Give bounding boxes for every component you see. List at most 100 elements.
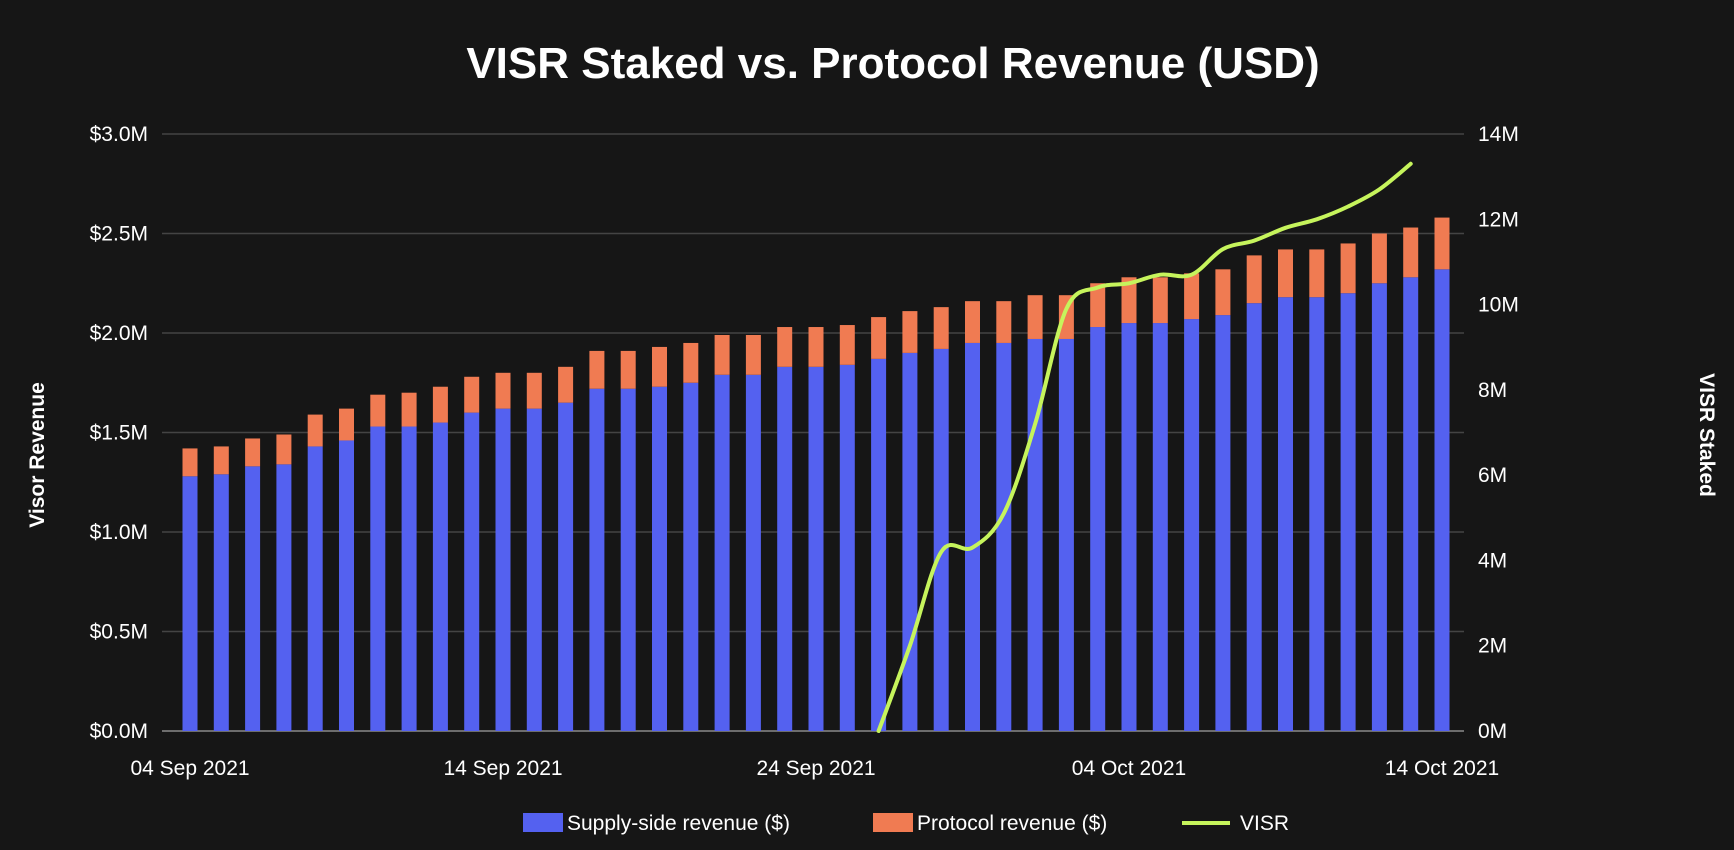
right-tick-label: 0M (1478, 720, 1507, 743)
left-tick-label: $1.0M (90, 521, 148, 544)
supply-side-bar (620, 388, 636, 731)
legend-swatch-protocol (873, 813, 913, 832)
protocol-revenue-bar (464, 376, 480, 413)
supply-side-bar (1184, 319, 1200, 731)
protocol-revenue-bar (620, 350, 636, 389)
x-tick-label: 04 Sep 2021 (130, 757, 249, 780)
supply-side-bar (902, 352, 918, 731)
protocol-revenue-bar (1278, 249, 1293, 298)
legend-swatch-supply-side (523, 813, 563, 832)
supply-side-bar (370, 426, 386, 731)
protocol-revenue-bar (714, 334, 730, 375)
protocol-revenue-bar (1403, 227, 1419, 278)
supply-side-bar (839, 364, 855, 731)
protocol-revenue-bar (1121, 277, 1137, 324)
supply-side-bar (808, 366, 824, 731)
supply-side-bar (871, 358, 887, 731)
x-tick-label: 24 Sep 2021 (756, 757, 875, 780)
protocol-revenue-bar (1058, 295, 1074, 339)
supply-side-bar (339, 440, 354, 731)
chart-title: VISR Staked vs. Protocol Revenue (USD) (466, 39, 1319, 88)
supply-side-bar (401, 426, 417, 731)
supply-side-bar (714, 374, 730, 731)
protocol-revenue-bar (1215, 269, 1231, 316)
left-tick-label: $0.0M (90, 720, 148, 743)
supply-side-bar (745, 374, 761, 731)
right-tick-label: 14M (1478, 123, 1519, 146)
protocol-revenue-bar (1246, 255, 1262, 304)
protocol-revenue-bar (1309, 249, 1325, 298)
left-tick-label: $2.5M (90, 223, 148, 246)
supply-side-bar (1246, 303, 1262, 731)
legend: Supply-side revenue ($) Protocol revenue … (523, 812, 1289, 835)
x-tick-label: 04 Oct 2021 (1072, 757, 1186, 780)
x-axis-ticks: 04 Sep 2021 14 Sep 2021 24 Sep 2021 04 Oct … (130, 757, 1499, 780)
supply-side-bar (1371, 283, 1387, 731)
protocol-revenue-bar (933, 307, 949, 349)
left-tick-label: $0.5M (90, 621, 148, 644)
supply-side-bar (245, 466, 261, 731)
left-tick-label: $3.0M (90, 123, 148, 146)
right-axis-ticks: 0M 2M 4M 6M 8M 10M 12M 14M (1478, 123, 1519, 743)
protocol-revenue-bar (1340, 243, 1356, 294)
protocol-revenue-bar (839, 325, 855, 365)
protocol-revenue-bar (276, 434, 292, 465)
protocol-revenue-bar (996, 301, 1012, 343)
protocol-revenue-bar (1027, 295, 1043, 339)
supply-side-bar (1309, 297, 1325, 731)
right-tick-label: 4M (1478, 549, 1507, 572)
supply-side-bar (1278, 297, 1293, 731)
legend-label: Protocol revenue ($) (917, 812, 1107, 835)
supply-side-bar (558, 402, 574, 731)
supply-side-bar (933, 348, 949, 731)
supply-side-bar (213, 474, 229, 731)
supply-side-bar (1434, 269, 1450, 731)
left-tick-label: $2.0M (90, 322, 148, 345)
supply-side-bar (965, 342, 980, 731)
protocol-revenue-bar (245, 438, 261, 467)
supply-side-bar (464, 412, 480, 731)
protocol-revenue-bar (495, 372, 511, 409)
supply-side-bar (1215, 315, 1231, 731)
supply-side-bar (307, 446, 323, 731)
protocol-revenue-bar (1434, 217, 1450, 270)
supply-side-bar (432, 422, 448, 731)
visr-line (876, 161, 1413, 733)
protocol-revenue-bar (526, 372, 542, 409)
protocol-revenue-bar (777, 327, 793, 367)
supply-side-bar (495, 408, 511, 731)
protocol-revenue-bar (1090, 283, 1106, 328)
x-tick-label: 14 Oct 2021 (1385, 757, 1499, 780)
supply-side-bar (526, 408, 542, 731)
legend-label: Supply-side revenue ($) (567, 812, 790, 835)
supply-side-bar (276, 464, 292, 731)
right-tick-label: 10M (1478, 294, 1519, 317)
left-axis-label: Visor Revenue (26, 382, 49, 528)
protocol-revenue-bar (871, 317, 887, 359)
left-tick-label: $1.5M (90, 422, 148, 445)
supply-side-bar (777, 366, 793, 731)
legend-label: VISR (1240, 812, 1289, 835)
protocol-revenue-bar (745, 334, 761, 375)
left-axis-ticks: $0.0M $0.5M $1.0M $1.5M $2.0M $2.5M $3.0M (90, 123, 148, 743)
supply-side-bar (1340, 293, 1356, 731)
supply-side-bar (1403, 277, 1419, 731)
right-tick-label: 8M (1478, 379, 1507, 402)
right-tick-label: 2M (1478, 635, 1507, 658)
protocol-revenue-bar (652, 346, 667, 387)
protocol-revenue-bar (182, 448, 198, 477)
protocol-revenue-bar (1184, 273, 1200, 320)
protocol-revenue-bar (307, 414, 323, 447)
visr-line-group (876, 161, 1413, 733)
supply-side-bar (182, 476, 198, 731)
supply-side-bar (589, 388, 605, 731)
protocol-revenue-bar (683, 342, 699, 383)
x-tick-label: 14 Sep 2021 (443, 757, 562, 780)
supply-side-bar (1090, 327, 1106, 731)
supply-side-bar (1058, 338, 1074, 731)
protocol-revenue-bar (589, 350, 605, 389)
protocol-revenue-bar (1152, 277, 1168, 324)
protocol-revenue-bar (370, 394, 386, 427)
